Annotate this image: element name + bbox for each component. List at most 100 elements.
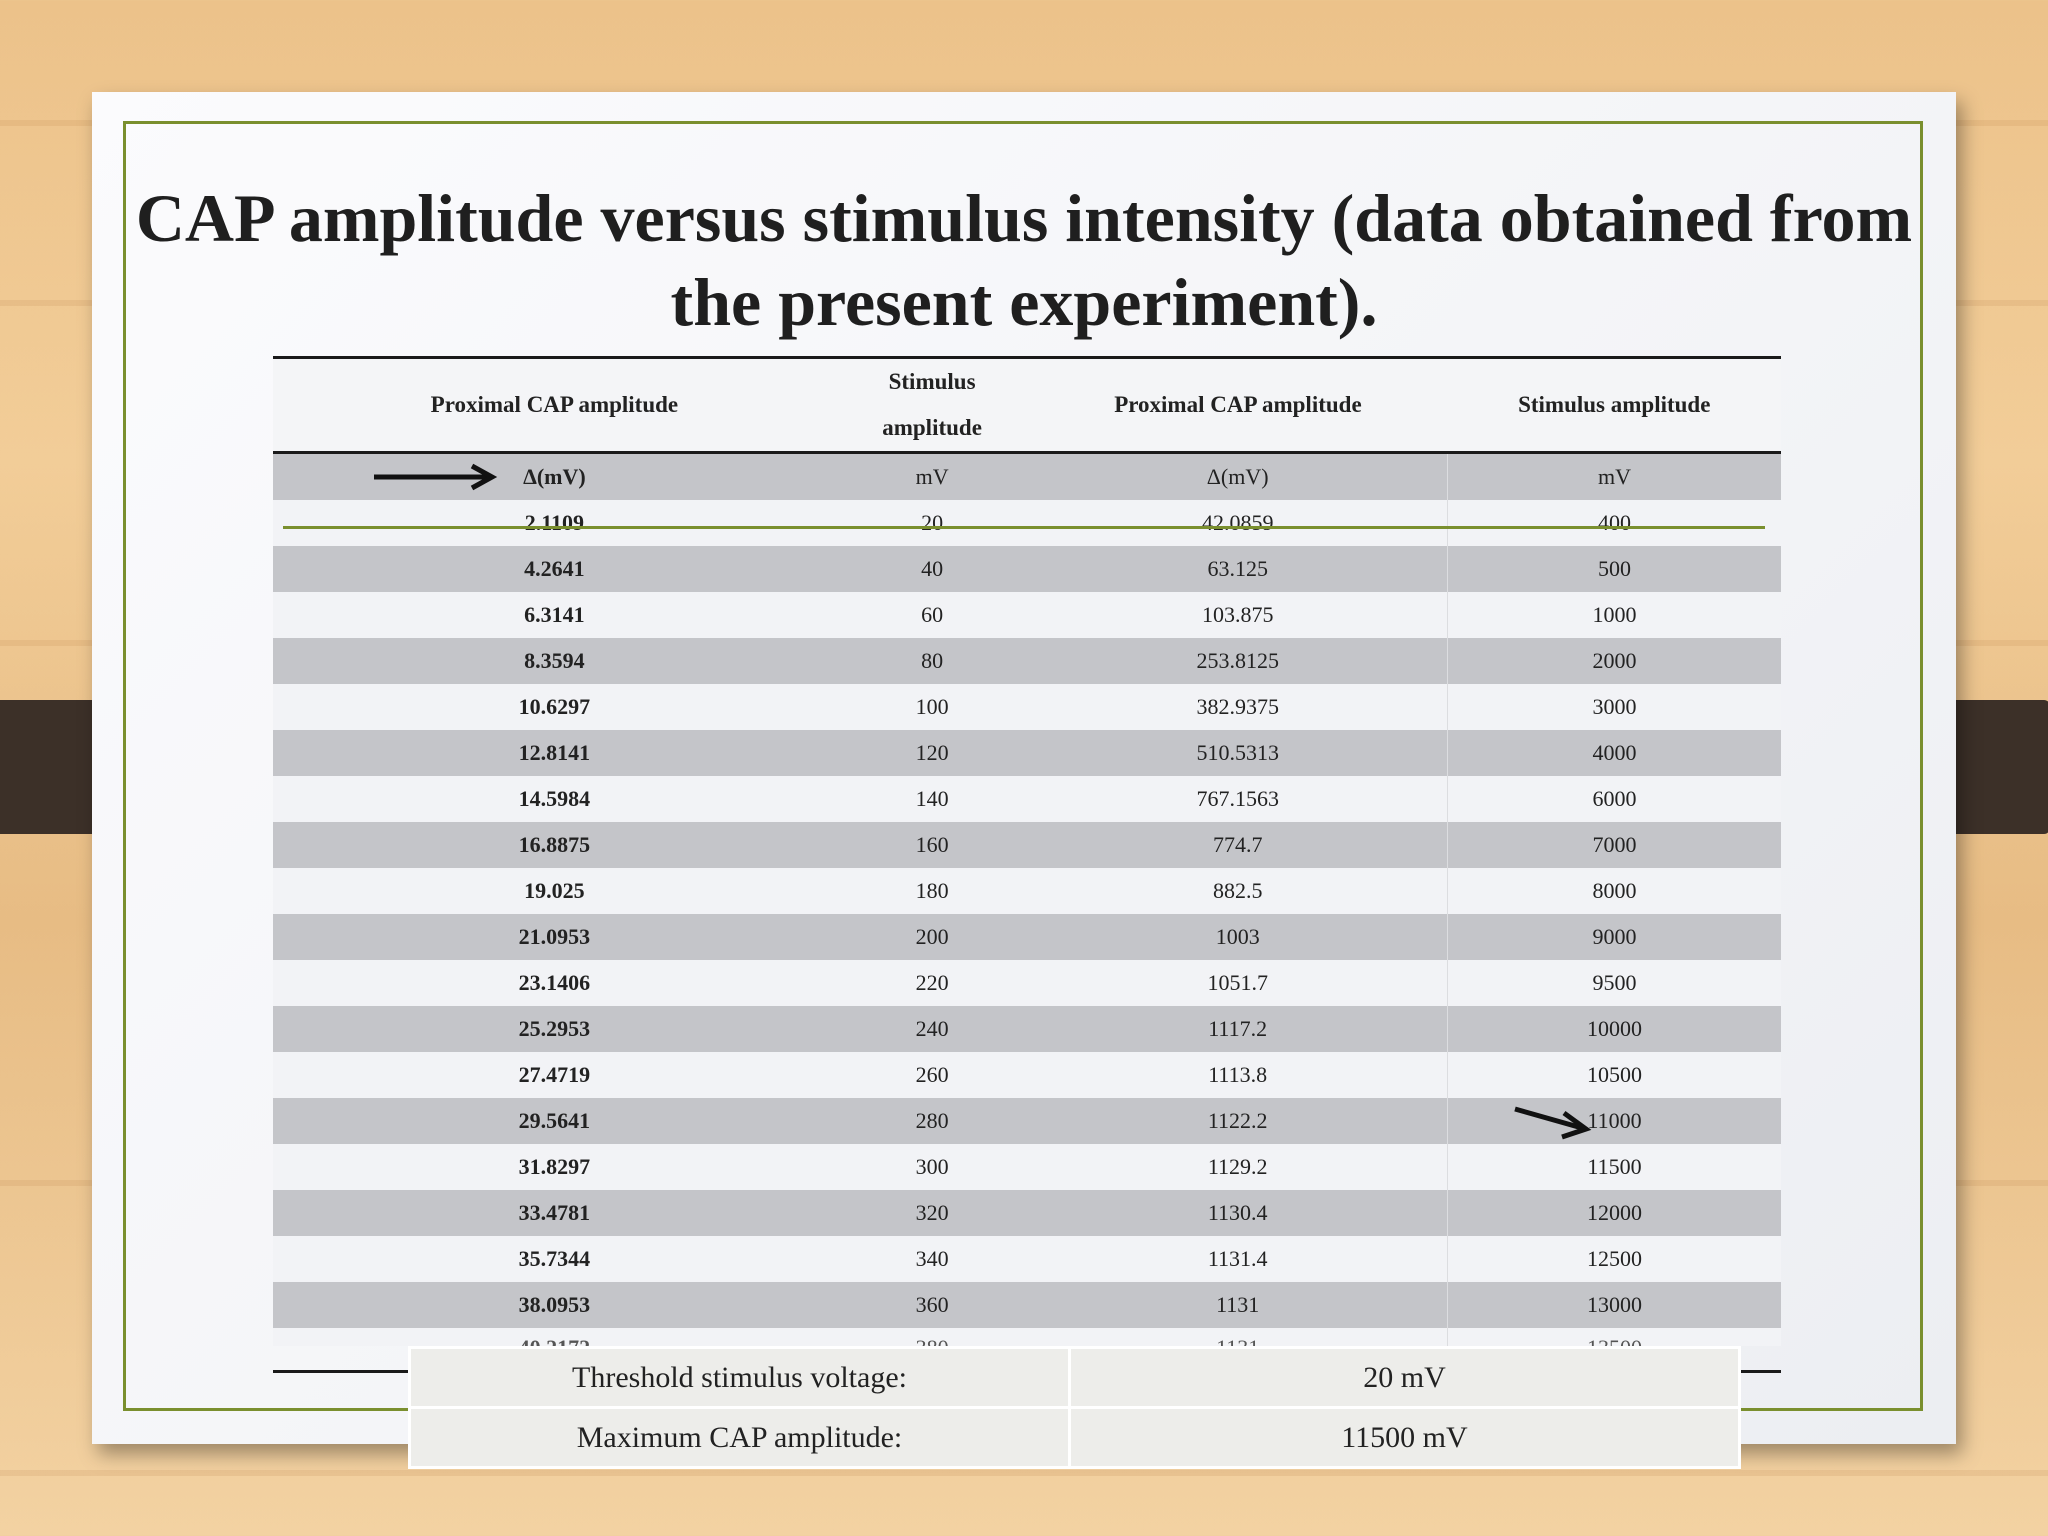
table-cell: 1117.2	[1028, 1006, 1448, 1052]
table-cell: 1051.7	[1028, 960, 1448, 1006]
table-cell: 510.5313	[1028, 730, 1448, 776]
table-cell: 200	[835, 914, 1029, 960]
table-cell: 40	[835, 546, 1029, 592]
table-cell: 260	[835, 1052, 1029, 1098]
summary-label: Maximum CAP amplitude:	[408, 1406, 1071, 1469]
table-row: 6.3141 60 103.875 1000	[273, 592, 1781, 638]
table-cell: 20	[835, 500, 1029, 546]
summary-value: 11500 mV	[1068, 1406, 1741, 1469]
unit-cell: mV	[835, 452, 1029, 500]
table-cell: 382.9375	[1028, 684, 1448, 730]
table-row: 35.7344 340 1131.4 12500	[273, 1236, 1781, 1282]
table-cell: 100	[835, 684, 1029, 730]
table-cell: 1130.4	[1028, 1190, 1448, 1236]
table-cell: 1131	[1028, 1328, 1448, 1346]
slide-title: CAP amplitude versus stimulus intensity …	[135, 180, 1913, 340]
table-row: 21.0953 200 1003 9000	[273, 914, 1781, 960]
table-cell: 4000	[1447, 730, 1781, 776]
summary-row-max: Maximum CAP amplitude: 11500 mV	[408, 1406, 1741, 1469]
table-cell: 31.8297	[273, 1144, 836, 1190]
table-row: 38.0953 360 1131 13000	[273, 1282, 1781, 1328]
header-proximal-cap-2: Proximal CAP amplitude	[1028, 356, 1448, 454]
table-cell: 774.7	[1028, 822, 1448, 868]
table-cell: 320	[835, 1190, 1029, 1236]
table-cell: 8.3594	[273, 638, 836, 684]
table-row: 16.8875 160 774.7 7000	[273, 822, 1781, 868]
summary-table: Threshold stimulus voltage: 20 mV Maximu…	[408, 1346, 1741, 1469]
arrow-down-right-icon	[1514, 1106, 1592, 1140]
table-cell: 12000	[1447, 1190, 1781, 1236]
arrow-right-icon	[374, 463, 498, 491]
table-cell: 29.5641	[273, 1098, 836, 1144]
table-cell: 2.1109	[273, 500, 836, 546]
summary-value: 20 mV	[1068, 1346, 1741, 1409]
table-cell: 767.1563	[1028, 776, 1448, 822]
table-cell: 13000	[1447, 1282, 1781, 1328]
table-row: 10.6297 100 382.9375 3000	[273, 684, 1781, 730]
table-cell: 12500	[1447, 1236, 1781, 1282]
table-row: 29.5641 280 1122.2 11000	[273, 1098, 1781, 1144]
table-cell: 23.1406	[273, 960, 836, 1006]
table-header-row: Proximal CAP amplitude Stimulus amplitud…	[273, 356, 1781, 454]
table-cell: 12.8141	[273, 730, 836, 776]
table-cell: 10500	[1447, 1052, 1781, 1098]
table-cell: 120	[835, 730, 1029, 776]
table-cell: 19.025	[273, 868, 836, 914]
table-cell: 380	[835, 1328, 1029, 1346]
table-cell: 14.5984	[273, 776, 836, 822]
table-cell: 500	[1447, 546, 1781, 592]
table-cell: 1003	[1028, 914, 1448, 960]
table-row: 2.1109 20 42.0859 400	[273, 500, 1781, 546]
table-cell: 16.8875	[273, 822, 836, 868]
table-cell: 38.0953	[273, 1282, 836, 1328]
table-cell: 280	[835, 1098, 1029, 1144]
table-cell: 40.2172	[273, 1328, 836, 1346]
table-cell: 42.0859	[1028, 500, 1448, 546]
table-cell: 4.2641	[273, 546, 836, 592]
table-cell: 1129.2	[1028, 1144, 1448, 1190]
partial-cell-text: 1131	[1028, 1328, 1447, 1346]
table-row: 27.4719 260 1113.8 10500	[273, 1052, 1781, 1098]
table-row: 12.8141 120 510.5313 4000	[273, 730, 1781, 776]
table-cell: 1131.4	[1028, 1236, 1448, 1282]
header-stimulus-1: Stimulus amplitude	[835, 356, 1029, 454]
table-cell: 10.6297	[273, 684, 836, 730]
table-cell: 253.8125	[1028, 638, 1448, 684]
table-cell: 1122.2	[1028, 1098, 1448, 1144]
table-cell: 9000	[1447, 914, 1781, 960]
table-cell: 140	[835, 776, 1029, 822]
table-cell: 220	[835, 960, 1029, 1006]
unit-cell: mV	[1447, 452, 1781, 500]
table-row: 4.2641 40 63.125 500	[273, 546, 1781, 592]
table-row: 33.4781 320 1130.4 12000	[273, 1190, 1781, 1236]
header-proximal-cap-1: Proximal CAP amplitude	[273, 356, 836, 454]
table-row: 23.1406 220 1051.7 9500	[273, 960, 1781, 1006]
table-cell: 9500	[1447, 960, 1781, 1006]
unit-cell: Δ(mV)	[1028, 452, 1448, 500]
table-cell: 360	[835, 1282, 1029, 1328]
table-row: 14.5984 140 767.1563 6000	[273, 776, 1781, 822]
table-cell: 33.4781	[273, 1190, 836, 1236]
table-cell: 35.7344	[273, 1236, 836, 1282]
table-row: 8.3594 80 253.8125 2000	[273, 638, 1781, 684]
table-cell: 180	[835, 868, 1029, 914]
partial-cell-text: 40.2172	[273, 1328, 836, 1346]
table-cell: 11000	[1447, 1098, 1781, 1144]
summary-row-threshold: Threshold stimulus voltage: 20 mV	[408, 1346, 1741, 1409]
table-cell: 340	[835, 1236, 1029, 1282]
table-cell: 1000	[1447, 592, 1781, 638]
table-row: 19.025 180 882.5 8000	[273, 868, 1781, 914]
table-cell: 6000	[1447, 776, 1781, 822]
table-cell: 160	[835, 822, 1029, 868]
table-row-partial: 40.2172 380 1131 13500	[273, 1328, 1781, 1346]
cap-data-table: Proximal CAP amplitude Stimulus amplitud…	[273, 356, 1781, 1346]
units-row: Δ(mV) mV Δ(mV) mV	[273, 452, 1781, 500]
table-cell: 300	[835, 1144, 1029, 1190]
header-stimulus-2: Stimulus amplitude	[1447, 356, 1781, 454]
table-cell: 3000	[1447, 684, 1781, 730]
table-cell: 27.4719	[273, 1052, 836, 1098]
table-cell: 1113.8	[1028, 1052, 1448, 1098]
table-cell: 80	[835, 638, 1029, 684]
table-cell: 7000	[1447, 822, 1781, 868]
table-cell: 8000	[1447, 868, 1781, 914]
